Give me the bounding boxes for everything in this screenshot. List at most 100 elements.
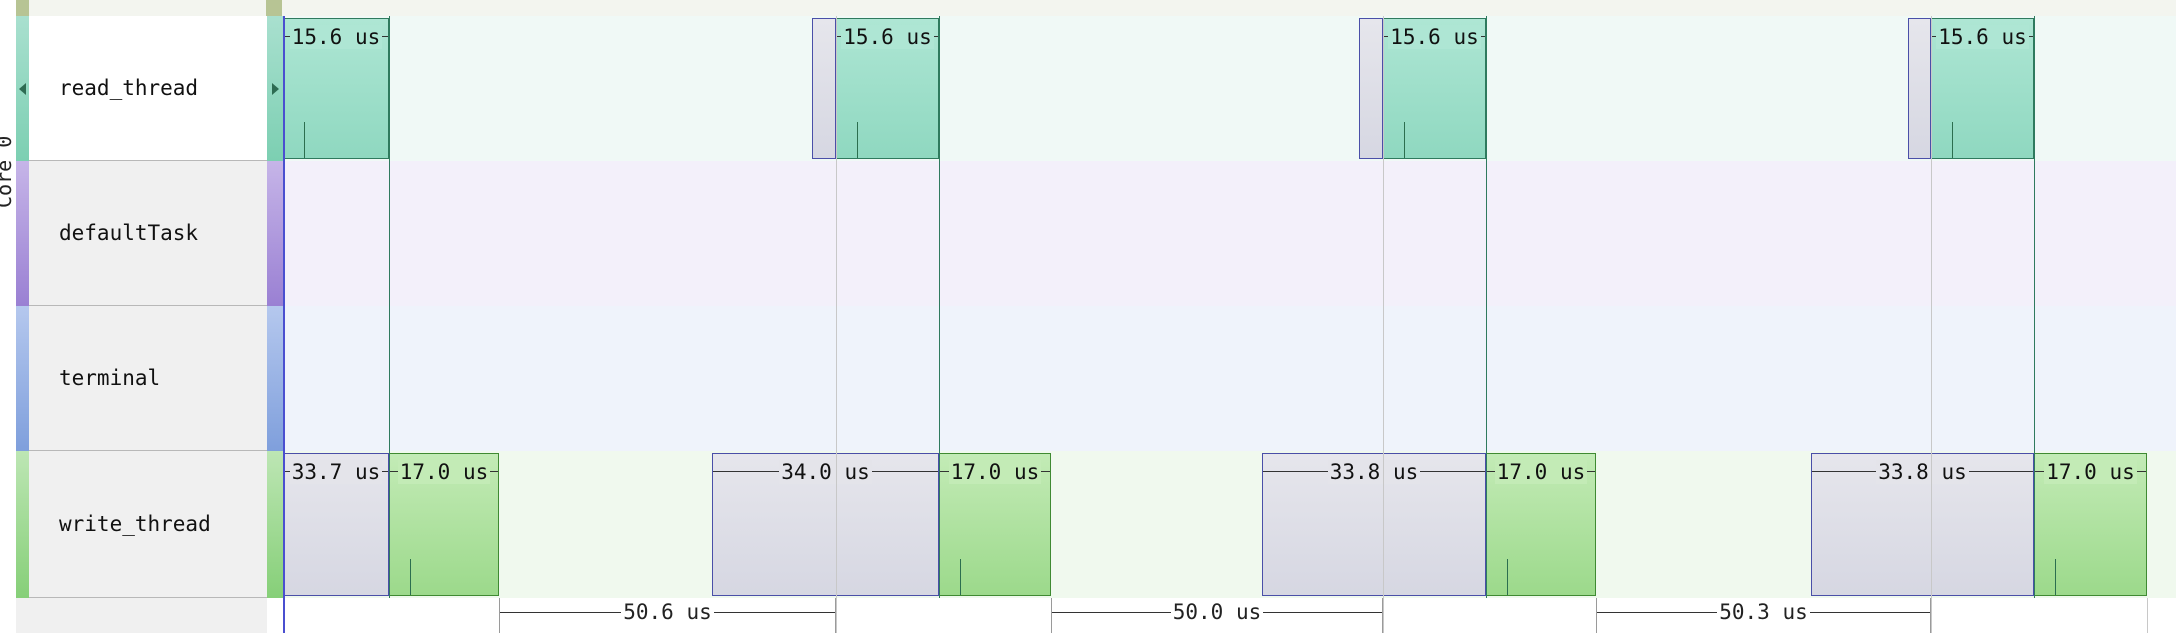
lane-background (283, 161, 2176, 306)
slice-duration-label: 17.0 us (2035, 460, 2146, 484)
gap-label: 50.3 us (1596, 600, 1931, 624)
slice-duration-text: 34.0 us (779, 460, 872, 484)
expand-right-arrow-icon[interactable] (272, 82, 279, 95)
lane-name-cell[interactable]: terminal (29, 306, 267, 451)
slice-duration-text: 15.6 us (841, 25, 934, 49)
gap-edge (1051, 598, 1052, 633)
gap-edge (1596, 598, 1597, 633)
lane-name: terminal (59, 366, 161, 390)
slice-wait[interactable]: 33.8 us (1811, 453, 2034, 596)
timeline-top-strip (16, 0, 2176, 16)
slice-run[interactable]: 15.6 us (1931, 18, 2034, 159)
slice-run[interactable]: 17.0 us (939, 453, 1051, 596)
slice-duration-label: 15.6 us (837, 25, 938, 49)
lane-name: read_thread (59, 76, 199, 100)
lane-name: write_thread (59, 512, 211, 536)
gap-edge (499, 598, 500, 633)
slice-wait[interactable]: 34.0 us (712, 453, 939, 596)
slice-duration-label: 17.0 us (390, 460, 498, 484)
lane-color-marker-right (267, 451, 283, 598)
slice-run[interactable]: 15.6 us (283, 18, 389, 159)
slice-boundary-line (836, 16, 837, 598)
gap-bar-header (16, 598, 267, 633)
slice-boundary-line (939, 16, 940, 598)
slice-duration-text: 17.0 us (948, 460, 1042, 484)
slice-wait[interactable] (1908, 18, 1931, 159)
slice-wait[interactable]: 33.7 us (283, 453, 389, 596)
event-tick (1404, 122, 1405, 158)
slice-wait[interactable] (1359, 18, 1383, 159)
slice-duration-label: 33.8 us (1812, 460, 2033, 484)
lane-terminal[interactable]: terminal (16, 306, 2176, 451)
gap-label: 50.6 us (499, 600, 836, 624)
top-strip-handle-right (266, 0, 282, 16)
lane-color-marker (16, 451, 29, 598)
gap-edge (1930, 598, 1931, 633)
slice-duration-text: 33.8 us (1327, 460, 1421, 484)
gap-bar-separator (1383, 598, 1384, 633)
event-tick (304, 122, 305, 158)
event-tick (1507, 559, 1508, 595)
top-strip-handle (16, 0, 29, 16)
slice-duration-label: 15.6 us (284, 25, 388, 49)
slice-duration-text: 17.0 us (397, 460, 491, 484)
lane-name-cell[interactable]: read_thread (29, 16, 267, 161)
gap-measurement: 50.0 us (1051, 598, 1383, 633)
lane-background (283, 306, 2176, 451)
slice-duration-text: 17.0 us (2044, 460, 2137, 484)
gap-edge (835, 598, 836, 633)
slice-boundary-line (1931, 16, 1932, 598)
gap-measurement: 50.6 us (499, 598, 836, 633)
gap-measurement: 50.3 us (1596, 598, 1931, 633)
event-tick (2055, 559, 2056, 595)
slice-boundary-line (1383, 16, 1384, 598)
event-tick (1952, 122, 1953, 158)
slice-duration-label: 15.6 us (1932, 25, 2033, 49)
event-tick (857, 122, 858, 158)
gap-edge (1382, 598, 1383, 633)
lane-color-marker-right (267, 161, 283, 306)
lane-color-marker (16, 161, 29, 306)
slice-boundary-line (2034, 16, 2035, 598)
lane-background (283, 16, 2176, 161)
slice-duration-label: 33.8 us (1263, 460, 1485, 484)
slice-run[interactable]: 17.0 us (1486, 453, 1596, 596)
time-cursor[interactable] (283, 16, 285, 633)
lane-name-cell[interactable]: defaultTask (29, 161, 267, 306)
gap-bar-handle (16, 598, 29, 633)
slice-duration-text: 15.6 us (1936, 25, 2029, 49)
slice-duration-text: 15.6 us (1388, 25, 1481, 49)
gap-measurement-bar (16, 598, 2176, 633)
slice-duration-text: 15.6 us (289, 25, 383, 49)
slice-duration-label: 33.7 us (284, 460, 388, 484)
lane-default-task[interactable]: defaultTask (16, 161, 2176, 306)
slice-duration-label: 15.6 us (1384, 25, 1485, 49)
collapse-left-arrow-icon[interactable] (19, 82, 26, 95)
lane-color-marker (16, 306, 29, 451)
lane-color-marker-right (267, 306, 283, 451)
slice-run[interactable]: 15.6 us (836, 18, 939, 159)
slice-duration-text: 17.0 us (1494, 460, 1588, 484)
gap-label-text: 50.3 us (1717, 600, 1810, 624)
lane-read-thread[interactable]: read_thread (16, 16, 2176, 161)
gap-label: 50.0 us (1051, 600, 1383, 624)
event-tick (960, 559, 961, 595)
slice-run[interactable]: 17.0 us (2034, 453, 2147, 596)
slice-boundary-line (1486, 16, 1487, 598)
slice-run[interactable]: 15.6 us (1383, 18, 1486, 159)
gap-bar-separator (2147, 598, 2148, 633)
slice-duration-label: 34.0 us (713, 460, 938, 484)
lane-name: defaultTask (59, 221, 199, 245)
gap-bar-separator (836, 598, 837, 633)
gap-bar-separator (1931, 598, 1932, 633)
slice-duration-label: 17.0 us (940, 460, 1050, 484)
slice-wait[interactable] (812, 18, 836, 159)
slice-duration-label: 17.0 us (1487, 460, 1595, 484)
lane-name-cell[interactable]: write_thread (29, 451, 267, 598)
gap-label-text: 50.6 us (621, 600, 714, 624)
slice-wait[interactable]: 33.8 us (1262, 453, 1486, 596)
event-tick (410, 559, 411, 595)
slice-run[interactable]: 17.0 us (389, 453, 499, 596)
slice-duration-text: 33.8 us (1876, 460, 1969, 484)
